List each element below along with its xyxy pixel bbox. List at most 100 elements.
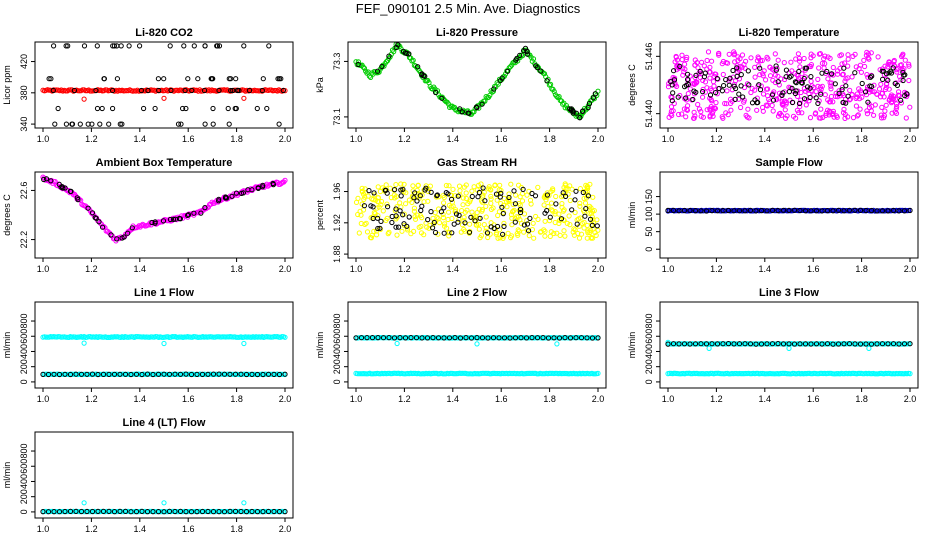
data-point-black xyxy=(500,211,506,217)
data-point-black xyxy=(894,82,901,89)
data-point-yellow xyxy=(460,202,466,208)
data-point-black xyxy=(81,43,88,49)
data-point-magenta xyxy=(685,103,691,109)
plot-frame xyxy=(659,171,919,259)
data-point-black xyxy=(155,509,162,515)
data-point-black xyxy=(791,207,798,213)
data-point-black xyxy=(589,222,596,228)
data-point-black xyxy=(553,201,559,207)
panel-9: Line 3 Flow ml/min 1.0 1.2 1.4 1.6 1.8 2.0 0 2004… xyxy=(627,287,919,404)
data-point-magenta xyxy=(700,94,706,100)
data-point-red xyxy=(161,95,167,101)
data-point-black xyxy=(791,341,798,347)
data-point-black xyxy=(692,208,699,214)
data-point-yellow xyxy=(587,229,593,236)
data-point-yellow xyxy=(411,228,417,234)
data-point-magenta xyxy=(818,106,824,112)
data-point-magenta xyxy=(698,109,704,115)
data-point-black xyxy=(595,335,601,341)
data-point-yellow xyxy=(572,209,578,216)
data-point-black xyxy=(577,115,583,121)
data-point-magenta xyxy=(789,68,795,74)
data-point-magenta xyxy=(282,177,288,183)
data-point-black xyxy=(361,203,367,209)
data-point-black xyxy=(428,209,434,215)
data-point-yellow xyxy=(417,213,424,219)
x-tick-label: 1.4 xyxy=(134,134,147,144)
data-point-black xyxy=(764,208,770,214)
data-point-black xyxy=(137,43,143,49)
data-point-black xyxy=(465,110,471,116)
data-point-black xyxy=(385,204,391,210)
data-point-black xyxy=(166,508,173,514)
y-axis-label: degrees C xyxy=(2,194,12,236)
data-point-black xyxy=(56,509,63,515)
data-point-black xyxy=(43,176,50,182)
data-point-yellow xyxy=(367,234,373,241)
x-tick-label: 2.0 xyxy=(592,394,605,404)
data-point-black xyxy=(725,341,732,347)
data-point-black xyxy=(813,95,819,101)
data-point-yellow xyxy=(488,200,494,206)
data-point-magenta xyxy=(704,57,710,64)
data-point-black xyxy=(371,190,377,196)
data-point-magenta xyxy=(796,55,803,62)
data-point-black xyxy=(753,208,759,214)
plot-frame xyxy=(34,431,294,519)
y-axis-label: percent xyxy=(315,199,325,230)
data-point-yellow xyxy=(581,219,587,225)
data-point-black xyxy=(585,193,592,199)
data-point-black xyxy=(792,90,799,97)
data-point-black xyxy=(845,93,851,99)
data-point-yellow xyxy=(560,192,566,199)
data-point-magenta xyxy=(679,111,685,117)
data-point-magenta xyxy=(781,60,787,66)
data-point-black xyxy=(125,230,131,236)
data-point-magenta xyxy=(709,58,715,64)
data-point-magenta xyxy=(760,71,766,77)
data-point-yellow xyxy=(512,216,518,222)
data-point-black xyxy=(404,50,410,57)
data-point-black xyxy=(155,371,162,377)
data-point-yellow xyxy=(548,200,555,206)
y-tick-label: 0 xyxy=(19,379,29,384)
data-point-black xyxy=(155,76,161,82)
data-point-magenta xyxy=(691,109,697,115)
data-point-black xyxy=(902,93,908,99)
data-point-black xyxy=(687,341,693,347)
data-point-yellow xyxy=(411,208,417,214)
data-point-black xyxy=(234,87,241,94)
data-point-yellow xyxy=(556,211,562,217)
data-point-magenta xyxy=(828,86,834,92)
data-point-black xyxy=(73,371,79,377)
data-point-black xyxy=(401,221,407,227)
data-point-yellow xyxy=(442,221,448,227)
data-point-black xyxy=(573,110,580,116)
data-point-black xyxy=(276,371,283,378)
data-point-black xyxy=(406,214,412,220)
data-point-black xyxy=(703,341,710,347)
data-point-black xyxy=(523,335,530,341)
data-point-magenta xyxy=(707,75,713,81)
data-point-yellow xyxy=(471,184,477,190)
data-point-black xyxy=(898,97,904,103)
data-point-green xyxy=(482,98,488,104)
data-point-black xyxy=(84,508,90,515)
data-point-black xyxy=(488,224,494,230)
data-point-red xyxy=(282,88,288,94)
data-point-black xyxy=(733,85,739,92)
data-point-magenta xyxy=(680,72,686,78)
data-point-black xyxy=(560,190,566,196)
data-point-black xyxy=(386,53,392,59)
x-tick-label: 1.0 xyxy=(662,264,675,274)
data-point-black xyxy=(836,90,842,97)
data-point-black xyxy=(544,192,551,198)
data-point-black xyxy=(793,88,799,94)
data-point-black xyxy=(397,335,403,341)
data-point-black xyxy=(393,224,399,230)
x-tick-label: 1.2 xyxy=(398,134,411,144)
data-point-yellow xyxy=(449,199,455,205)
data-point-black xyxy=(693,72,699,79)
data-point-yellow xyxy=(403,190,409,196)
data-point-magenta xyxy=(668,104,675,110)
